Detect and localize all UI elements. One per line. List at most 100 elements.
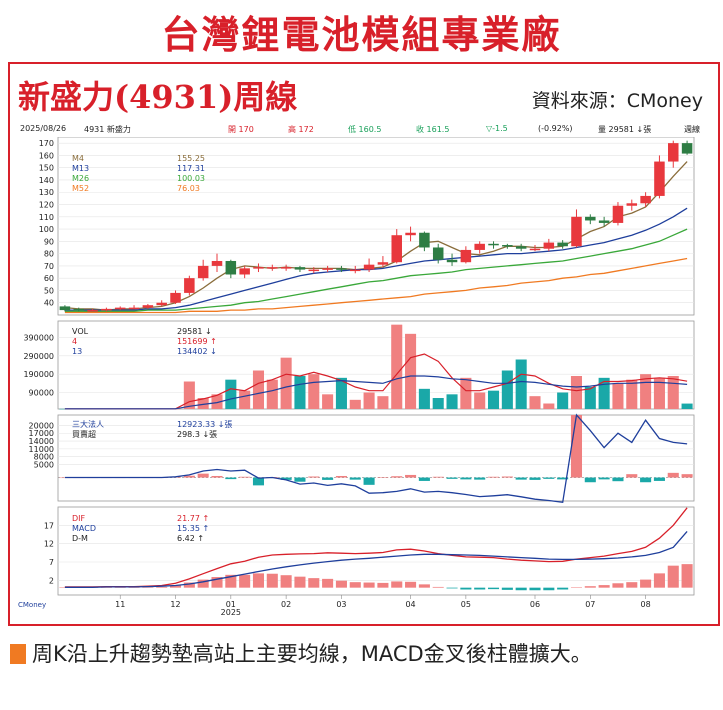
volume-tick-label: 290000: [23, 352, 54, 361]
ma-legend-name: M52: [72, 184, 89, 193]
candle-body: [668, 143, 679, 162]
ma-legend-value: 155.25: [177, 154, 205, 163]
inst-bar: [197, 473, 209, 478]
info-low: 低 160.5: [348, 125, 382, 134]
volume-bar: [349, 399, 361, 409]
x-tick-label: 04: [405, 600, 415, 609]
price-tick-label: 120: [39, 201, 54, 210]
macd-hist-bar: [543, 587, 555, 591]
candle-body: [114, 307, 126, 310]
info-close: 收 161.5: [416, 125, 450, 134]
candle-body: [101, 308, 112, 311]
volume-bar: [363, 392, 375, 409]
volume-bar: [335, 377, 347, 409]
candle-body: [377, 262, 389, 265]
candle-body: [308, 269, 320, 272]
inst-tick-label: 8000: [34, 453, 54, 462]
inst-bar: [474, 477, 486, 480]
inst-bar: [363, 477, 375, 485]
candle-body: [585, 216, 596, 221]
macd-tick-label: 7: [49, 558, 54, 567]
price-tick-label: 130: [39, 188, 54, 197]
candle-body: [267, 267, 278, 269]
candle-body: [502, 245, 513, 247]
inst-bar: [183, 475, 195, 478]
candle-body: [612, 205, 624, 223]
info-stock: 4931 新盛力: [84, 125, 131, 134]
candle-body: [239, 268, 250, 275]
volume-legend-name: 4: [72, 337, 77, 346]
x-tick-label: 05: [461, 600, 471, 609]
volume-bar: [584, 387, 596, 409]
volume-bar: [446, 394, 458, 409]
price-tick-label: 90: [44, 237, 54, 246]
candle-body: [626, 203, 638, 206]
inst-bar: [570, 415, 583, 478]
volume-bar: [557, 392, 569, 409]
candle-body: [211, 260, 223, 266]
volume-bar: [612, 383, 624, 409]
volume-tick-label: 90000: [29, 389, 54, 398]
price-tick-label: 40: [44, 299, 54, 308]
macd-hist-bar: [335, 580, 347, 588]
stock-chart: 40 50 60 70 80 90 100 110 120 130 140 150 160 170 M4 15…: [18, 137, 695, 617]
inst-tick-label: 5000: [34, 461, 54, 470]
candle-body: [543, 242, 555, 249]
price-tick-label: 60: [44, 274, 54, 283]
inst-bar: [322, 477, 334, 480]
macd-hist-bar: [197, 579, 209, 588]
macd-hist-bar: [529, 587, 541, 591]
inst-bar: [391, 476, 403, 478]
candle-body: [598, 220, 610, 223]
candle-body: [184, 278, 195, 293]
cmoney-logo: CMoney: [18, 601, 46, 609]
candle-body: [488, 243, 499, 246]
candle-body: [336, 268, 347, 270]
inst-bar: [584, 477, 596, 483]
x-tick-label: 02: [281, 600, 291, 609]
macd-hist-bar: [557, 587, 569, 590]
ma-line-m52: [64, 257, 688, 314]
volume-ma13-line: [64, 375, 688, 410]
inst-bar: [239, 476, 251, 478]
chart-frame: [8, 62, 720, 626]
inst-bar: [598, 477, 610, 480]
info-high: 高 172: [288, 125, 314, 134]
price-tick-label: 150: [39, 164, 54, 173]
candle-body: [253, 267, 264, 269]
macd-hist-bar: [349, 582, 361, 588]
inst-bar: [626, 474, 638, 478]
volume-tick-label: 190000: [23, 370, 54, 379]
inst-legend-value: 12923.33 ↓張: [177, 420, 232, 429]
candle-body: [156, 302, 167, 306]
info-change: ▽-1.5: [486, 124, 508, 133]
macd-hist-bar: [239, 574, 251, 588]
macd-hist-bar: [377, 582, 389, 588]
inst-bar: [460, 477, 472, 480]
macd-hist-bar: [322, 578, 334, 588]
candle-body: [557, 242, 568, 247]
volume-bar: [487, 390, 500, 409]
volume-tick-label: 390000: [23, 334, 54, 343]
price-tick-label: 80: [44, 250, 54, 259]
volume-bar: [653, 377, 665, 409]
inst-tick-label: 17000: [29, 429, 54, 438]
price-tick-label: 160: [39, 151, 54, 160]
inst-bar: [280, 477, 292, 480]
volume-bar: [543, 403, 555, 409]
volume-bar: [266, 379, 278, 409]
macd-hist-bar: [667, 565, 679, 588]
macd-hist-bar: [405, 581, 417, 588]
macd-tick-label: 12: [44, 540, 54, 549]
data-source: 資料來源：CMoney: [531, 90, 703, 112]
macd-panel-border: [57, 506, 695, 596]
candle-body: [170, 292, 181, 303]
volume-bar: [280, 357, 292, 409]
price-tick-label: 50: [44, 286, 54, 295]
inst-bar: [487, 476, 500, 478]
volume-bar: [377, 396, 389, 409]
macd-hist-bar: [501, 587, 513, 590]
candle-body: [280, 267, 292, 269]
candle-body: [322, 268, 333, 270]
candle-body: [529, 248, 541, 251]
